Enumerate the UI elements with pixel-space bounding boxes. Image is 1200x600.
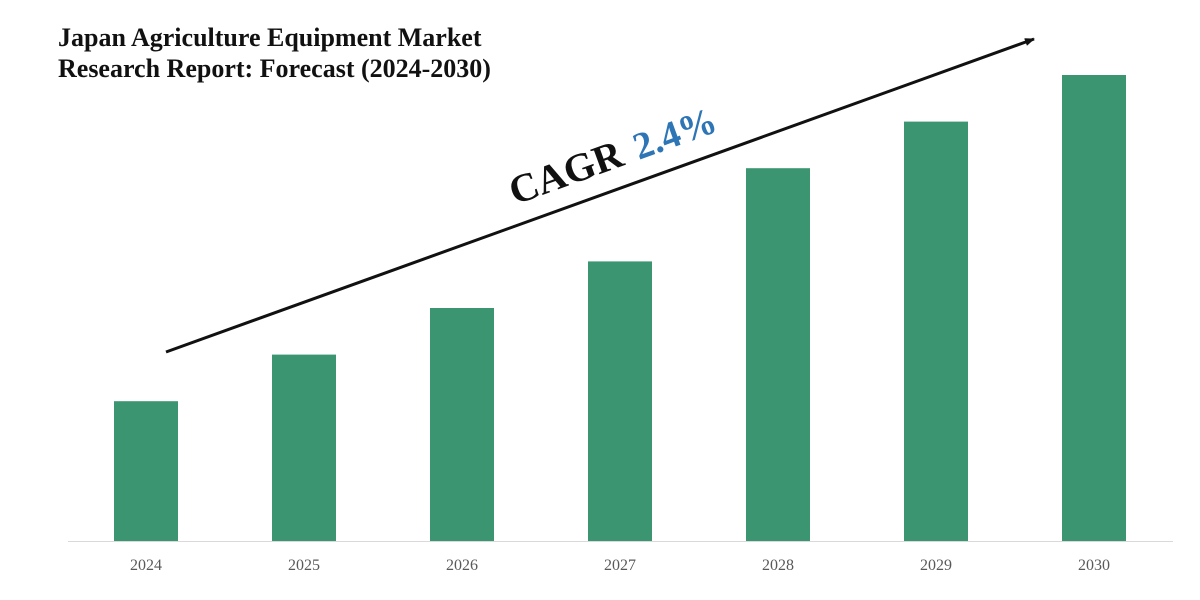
x-tick-label-2027: 2027 <box>604 557 636 574</box>
chart-title: Japan Agriculture Equipment Market Resea… <box>58 22 491 84</box>
x-tick-label-2029: 2029 <box>920 557 952 574</box>
cagr-annotation: CAGR 2.4% <box>503 97 723 214</box>
bar-2030 <box>1062 75 1126 541</box>
bars-group <box>114 75 1126 541</box>
chart-title-line-1: Japan Agriculture Equipment Market <box>58 23 482 52</box>
bar-2029 <box>904 121 968 541</box>
bar-2028 <box>746 168 810 541</box>
x-tick-label-2025: 2025 <box>288 557 320 574</box>
x-tick-labels: 2024 2025 2026 2027 2028 2029 2030 <box>130 557 1110 574</box>
bar-2025 <box>272 354 336 541</box>
x-tick-label-2026: 2026 <box>446 557 478 574</box>
chart-title-line-2: Research Report: Forecast (2024-2030) <box>58 54 491 83</box>
x-tick-label-2024: 2024 <box>130 557 162 574</box>
bar-2024 <box>114 401 178 541</box>
bar-2026 <box>430 308 494 541</box>
trend-arrow <box>165 37 1035 354</box>
bar-2027 <box>588 261 652 541</box>
cagr-label: CAGR <box>503 131 630 214</box>
x-tick-label-2028: 2028 <box>762 557 794 574</box>
x-tick-label-2030: 2030 <box>1078 557 1110 574</box>
